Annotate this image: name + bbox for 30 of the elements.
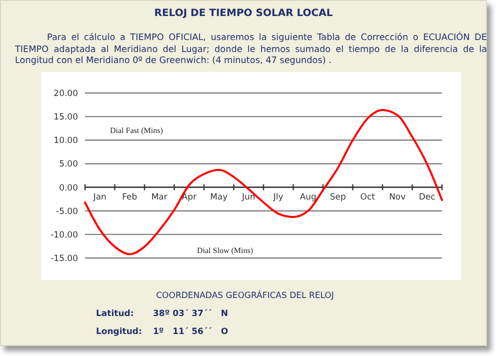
- x-tick-label: Sep: [330, 192, 346, 202]
- chart-subtitle: Para el cálculo a TIEMPO OFICIAL, usaremos la siguiente Tabla de Corrección o ECUACIÓN DE TIEMPO adaptada al Meridiano del Lugar; donde le hemos sumado el tiempo de la diferencia de la Longitud con el Meridiano 0º de Greenwich: (4 minutos, 47 segundos) .: [15, 33, 487, 68]
- text: Longitud:: [96, 327, 142, 337]
- line-series: [84, 108, 443, 256]
- y-tick-label: 15.00: [54, 112, 78, 123]
- text: 38º 03´ 37´´ N: [153, 309, 228, 319]
- y-tick-label: 20.00: [54, 89, 78, 99]
- y-tick-label: -15.00: [50, 254, 78, 264]
- x-tick-label: Dec: [418, 192, 436, 202]
- y-tick-label: -5.00: [56, 206, 78, 217]
- y-tick-label: 0.00: [59, 183, 78, 194]
- x-tick-label: Jun: [240, 192, 256, 202]
- x-tick-label: Nov: [389, 192, 406, 202]
- x-tick-label: Feb: [122, 192, 138, 202]
- x-tick-label: Apr: [182, 192, 197, 202]
- x-tick-label: Jan: [92, 192, 106, 202]
- text: COORDENADAS GEOGRÁFICAS DEL RELOJ: [156, 290, 334, 301]
- y-tick-label: -10.00: [50, 230, 78, 240]
- x-tick-label: Aug: [300, 192, 316, 202]
- chart-title: RELOJ DE TIEMPO SOLAR LOCAL: [153, 8, 334, 19]
- x-tick-label: Oct: [360, 192, 376, 202]
- y-tick-label: 5.00: [59, 160, 78, 170]
- text: 1º 11´ 56´´ O: [153, 327, 228, 337]
- x-tick-label: Jly: [272, 192, 284, 202]
- x-tick-label: Mar: [151, 192, 168, 202]
- x-tick-label: May: [210, 192, 228, 202]
- annotation: Dial Fast (Mins): [110, 126, 164, 135]
- annotation: Dial Slow (Mins): [197, 246, 254, 255]
- text: Latitud:: [96, 309, 134, 319]
- y-tick-label: 10.00: [54, 136, 78, 146]
